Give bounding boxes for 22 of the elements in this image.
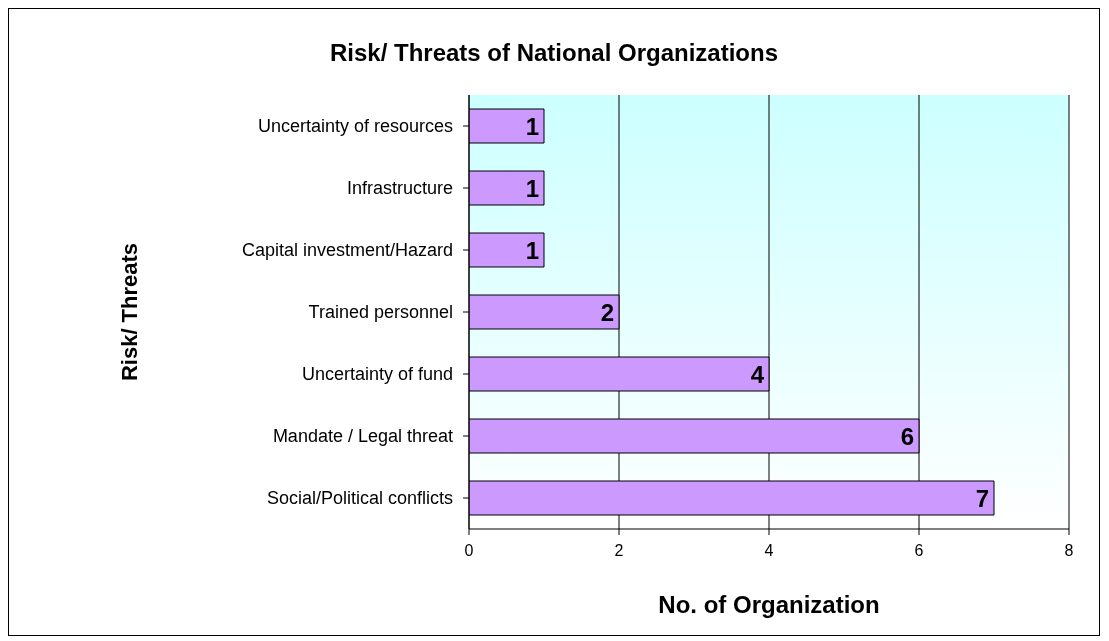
- x-tick-label: 2: [614, 542, 624, 560]
- data-label: 6: [900, 422, 914, 450]
- data-label: 4: [750, 360, 765, 388]
- y-tick-label: Social/Political conflicts: [266, 488, 453, 509]
- data-label: 2: [600, 298, 614, 326]
- x-axis-title: No. of Organization: [657, 591, 881, 619]
- x-tick-label: 4: [764, 542, 774, 560]
- y-tick-label: Uncertainty of resources: [257, 116, 453, 137]
- chart-title: Risk/ Threats of National Organizations: [328, 39, 780, 67]
- y-tick-label: Mandate / Legal threat: [272, 426, 453, 447]
- y-tick-label: Infrastructure: [346, 178, 453, 199]
- data-label: 1: [525, 112, 539, 140]
- x-tick-label: 6: [914, 542, 924, 560]
- x-tick-label: 8: [1064, 542, 1074, 560]
- data-label: 1: [525, 236, 539, 264]
- x-tick-label: 0: [464, 542, 474, 560]
- y-tick-label: Capital investment/Hazard: [241, 240, 453, 261]
- data-label: 7: [975, 484, 989, 512]
- y-axis-title: Risk/ Threats: [116, 242, 142, 382]
- y-tick-label: Trained personnel: [308, 302, 453, 323]
- data-label: 1: [525, 174, 539, 202]
- y-tick-label: Uncertainty of fund: [301, 364, 453, 385]
